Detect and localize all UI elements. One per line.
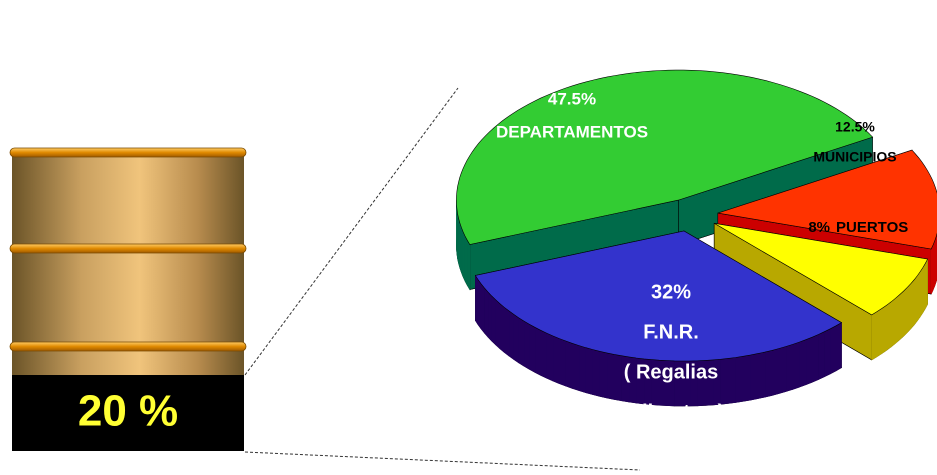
slice-side (523, 320, 530, 370)
slice-side (599, 350, 608, 399)
slice-side (778, 346, 787, 394)
slice-side (824, 328, 831, 378)
slice-side (895, 293, 900, 344)
slice-side (903, 286, 908, 337)
value-label: 32% (651, 281, 691, 303)
barrel-band (12, 375, 244, 451)
slice-side (534, 326, 541, 376)
slice-side (742, 354, 751, 402)
barrel-label: 20 % (78, 387, 178, 436)
slice-side (920, 266, 924, 318)
slice-side (871, 311, 878, 361)
barrel-ring (9, 243, 247, 254)
slice-side (592, 349, 600, 397)
slice-side (910, 278, 915, 330)
slice-side (518, 317, 525, 367)
slice-side (480, 282, 485, 334)
slice-side (830, 325, 837, 375)
slice-side (735, 355, 744, 403)
value-label: 8% (808, 219, 830, 236)
slice (474, 230, 843, 407)
slice-side (508, 310, 514, 360)
slice-side (513, 313, 519, 364)
slice-side (881, 304, 887, 355)
slice-label: F.N.R. (643, 321, 699, 343)
slice-side (606, 352, 615, 400)
slice-side (835, 322, 842, 372)
slice-side (799, 339, 807, 388)
barrel-body (12, 153, 244, 375)
slice-side (890, 297, 896, 348)
slice (714, 223, 929, 316)
slice-side (464, 235, 468, 286)
slice-label: PUERTOS (836, 219, 908, 236)
slice-side (811, 334, 819, 383)
slice-side (764, 350, 773, 398)
slice-side (558, 338, 566, 387)
slice-side (818, 331, 825, 380)
slice (474, 230, 843, 362)
slice-label: MUNICIPIOS (813, 149, 896, 165)
slice-side (499, 302, 505, 353)
zoom-line (244, 451, 641, 471)
slice-side (771, 348, 780, 396)
slice-side (613, 354, 622, 402)
slice-side (805, 336, 813, 386)
slice-side (578, 345, 586, 394)
slice-side (750, 353, 758, 401)
slice-side (720, 358, 729, 405)
barrel-ring (9, 341, 247, 352)
slice-side (917, 270, 921, 322)
slice-side (529, 323, 536, 373)
barrel: 20 % (9, 147, 247, 451)
zoom-line (244, 87, 459, 376)
barrel-ring (9, 147, 247, 158)
value-label: 12.5% (835, 119, 875, 135)
slice-side (495, 299, 500, 350)
value-label: 47.5% (548, 89, 596, 108)
slice-side (925, 258, 928, 309)
slice-side (585, 347, 593, 395)
slice-side (475, 274, 479, 326)
slice-label: Indirectas ) (618, 401, 725, 423)
slice-side (546, 332, 554, 382)
slice (456, 69, 874, 245)
slice-side (503, 306, 510, 357)
slice-side (487, 291, 492, 342)
slice-side (876, 307, 883, 358)
slice-side (491, 295, 496, 346)
slice-side (907, 282, 912, 333)
slice-side (930, 244, 934, 295)
slice-side (727, 357, 736, 404)
slice-side (899, 290, 904, 341)
slice-side (792, 341, 800, 390)
slice-label: DEPARTAMENTOS (496, 122, 648, 141)
slice-side (484, 287, 489, 338)
slice-label: ( Regalias (624, 361, 718, 383)
slice-side (785, 343, 793, 392)
slice-side (552, 335, 560, 384)
slice-side (467, 239, 471, 291)
slice-side (757, 351, 766, 399)
slice-side (477, 278, 482, 330)
pie: 47.5% DEPARTAMENTOS 12.5% MUNICIPIOS 8% PUERT… (456, 69, 937, 423)
slice-side (565, 340, 573, 389)
slice-side (914, 274, 918, 326)
slice-side (886, 301, 892, 351)
slice-side (922, 262, 926, 314)
slice-side (571, 342, 580, 391)
slice-side (540, 329, 547, 379)
